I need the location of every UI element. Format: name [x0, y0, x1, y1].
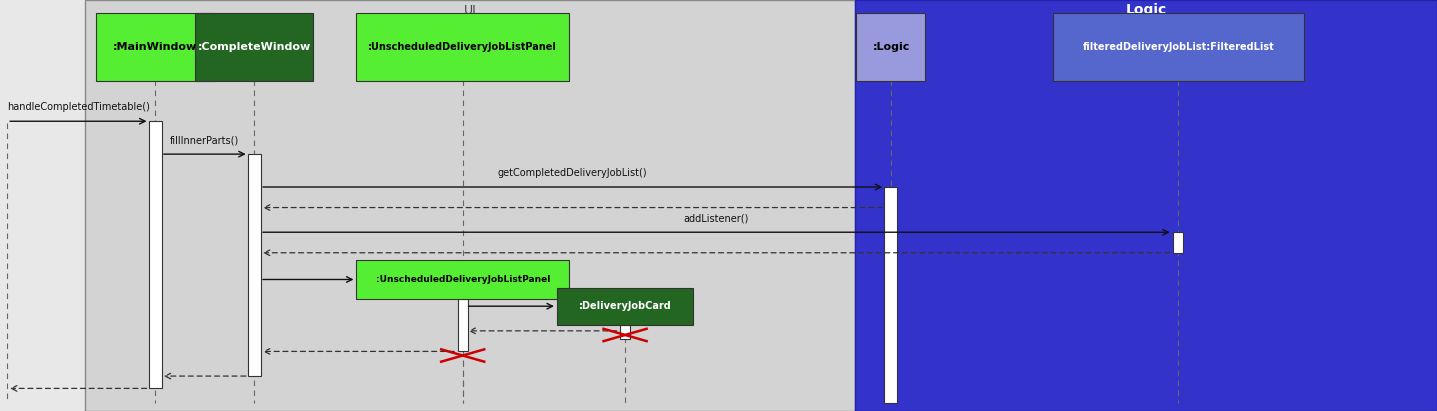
Bar — [149, 121, 161, 388]
Bar — [249, 154, 262, 376]
Bar — [0, 0, 85, 411]
Bar — [1052, 14, 1305, 81]
Bar — [195, 14, 313, 81]
Text: :MainWindow: :MainWindow — [114, 42, 197, 52]
Text: filteredDeliveryJobList:FilteredList: filteredDeliveryJobList:FilteredList — [1082, 42, 1275, 52]
Bar — [621, 325, 631, 339]
Bar — [356, 260, 569, 299]
Text: getCompletedDeliveryJobList(): getCompletedDeliveryJobList() — [497, 168, 648, 178]
Bar — [885, 187, 897, 403]
Bar — [558, 288, 693, 325]
Text: :DeliveryJobCard: :DeliveryJobCard — [579, 301, 671, 311]
Text: :UnscheduledDeliveryJobListPanel: :UnscheduledDeliveryJobListPanel — [368, 42, 558, 52]
Text: Logic: Logic — [1125, 3, 1167, 17]
Bar — [96, 14, 214, 81]
Text: :Logic: :Logic — [872, 42, 910, 52]
Bar — [85, 0, 855, 411]
Bar — [855, 0, 1437, 411]
Text: :UnscheduledDeliveryJobListPanel: :UnscheduledDeliveryJobListPanel — [375, 275, 550, 284]
Text: addListener(): addListener() — [684, 213, 749, 223]
Bar — [457, 299, 468, 351]
Text: handleCompletedTimetable(): handleCompletedTimetable() — [7, 102, 149, 112]
Bar — [856, 14, 925, 81]
Text: UI: UI — [464, 4, 476, 17]
Bar — [1174, 232, 1184, 253]
Text: fillInnerParts(): fillInnerParts() — [170, 135, 240, 145]
Text: :CompleteWindow: :CompleteWindow — [198, 42, 310, 52]
Bar — [356, 14, 569, 81]
